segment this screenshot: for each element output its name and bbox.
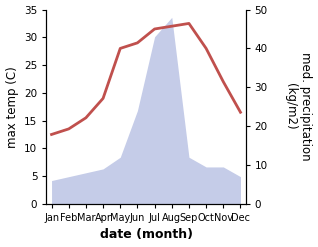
Y-axis label: med. precipitation
(kg/m2): med. precipitation (kg/m2) [284,52,313,161]
X-axis label: date (month): date (month) [100,228,192,242]
Y-axis label: max temp (C): max temp (C) [5,66,18,148]
